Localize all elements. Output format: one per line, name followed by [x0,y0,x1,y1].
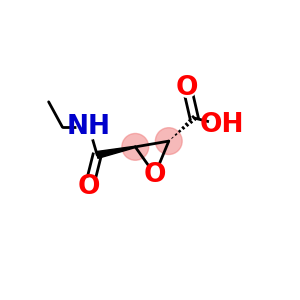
Polygon shape [96,146,135,158]
Circle shape [145,164,165,185]
Text: O: O [176,75,199,101]
Circle shape [155,128,182,154]
Circle shape [122,134,149,160]
Circle shape [178,79,196,97]
Text: OH: OH [200,112,244,138]
Circle shape [209,112,235,138]
Text: O: O [78,174,100,200]
Text: O: O [144,162,166,188]
Circle shape [77,115,101,139]
Circle shape [80,178,98,196]
Text: NH: NH [67,114,111,140]
